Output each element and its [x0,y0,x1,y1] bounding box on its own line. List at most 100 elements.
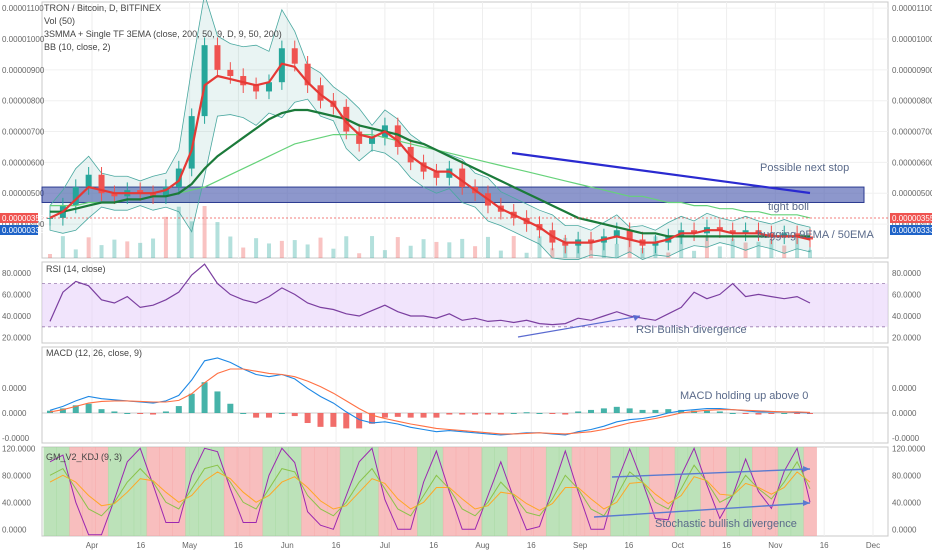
candle-body [304,63,311,86]
price-y-tick-label-left: 0.00001100 [2,4,44,13]
volume-bar [795,237,800,258]
volume-bar [395,237,400,258]
candle-body [214,45,221,70]
candle-body [691,230,698,234]
kdj-j-line [49,446,811,536]
volume-bar [782,245,787,258]
kdj-y-tick-label: 0.0000 [892,525,917,534]
ma-price-tag-right-bg [890,225,932,235]
kdj-background-band [404,447,418,536]
signal-line [49,368,811,435]
candle-body [588,239,595,243]
volume-bar [756,241,761,258]
price-y-tick-label-left: 0.00000700 [2,128,45,137]
price-y-tick-label: 0.00000700 [892,128,932,137]
volume-bar [537,236,542,258]
x-tick-label: Apr [86,541,99,550]
volume-bar [408,245,413,258]
kdj-background-band [288,447,302,536]
rsi-label: RSI (14, close) [46,264,106,274]
macd-histogram-bar [98,409,105,413]
volume-bar [279,240,284,258]
kdj-y-tick-label: 40.0000 [892,498,921,507]
volume-bar [305,244,310,258]
price-y-tick-label: 0.00000600 [892,158,932,167]
candle-body [111,193,118,197]
candle-body [459,168,466,188]
kdj-background-band [430,447,444,536]
x-tick-label: 16 [429,541,438,550]
volume-bar [498,250,503,258]
volume-bar [125,241,130,258]
candle-body [729,230,736,234]
volume-bar [60,236,65,258]
macd-histogram-bar [652,409,659,413]
candle-body [446,168,453,178]
annotation-stoch-divergence: Stochastic bullish divergence [655,518,797,530]
kdj-background-band [558,447,573,536]
kdj-background-band [636,447,650,536]
rsi-divergence-arrowhead [633,315,640,321]
volume-bar [318,237,323,258]
kdj-background-band [275,447,289,536]
candle-body [188,116,195,169]
rsi-y-tick-label: 20.0000 [892,334,921,343]
volume-bar [524,252,529,258]
macd-histogram-bar [381,413,388,418]
price-pane[interactable]: 0.00000400 0.00000400 0.00000500 0.00000500… [2,0,932,260]
volume-bar [666,252,671,258]
candle-body [240,76,247,86]
kdj-background-band [107,447,122,536]
kdj-background-band [507,447,521,536]
kdj-background-band [249,447,264,536]
rsi-y-tick-label-left: 40.0000 [2,312,31,321]
kdj-background-band [185,447,199,536]
macd-histogram-bar [716,411,723,413]
macd-histogram-bar [124,413,131,414]
macd-histogram-bar [510,413,517,414]
macd-histogram-bar [356,413,363,429]
x-tick-label: 16 [332,541,341,550]
volume-bar [331,248,336,258]
x-tick-label: 16 [136,541,145,550]
x-tick-label: Nov [768,541,782,550]
candle-body [162,187,169,197]
macd-pane[interactable]: -0.0000 -0.0000 0.0000 0.0000 0.0000 0.0000 [2,357,920,443]
volume-bar [485,236,490,258]
kdj-background-band [43,447,57,536]
candle-body [265,82,272,92]
macd-histogram-bar [729,413,736,414]
price-y-tick-label-left: 0.00000900 [2,66,45,75]
kdj-pane[interactable]: 0.0000 0.0000 40.0000 40.0000 80.0000 80.0000… [2,444,926,536]
volume-bar [730,238,735,258]
candle-body [768,233,775,237]
volume-bar [717,246,722,258]
price-y-tick-label-left: 0.00000600 [2,158,45,167]
x-tick-label: 16 [722,541,731,550]
candle-body [781,233,788,237]
macd-histogram-bar [253,413,260,418]
macd-histogram-bar [703,410,710,413]
macd-histogram-bar [613,406,620,413]
volume-bar [228,236,233,258]
macd-histogram-bar [175,406,182,413]
macd-y-tick-label: 0.0000 [892,409,917,418]
candle-body [72,187,79,206]
rsi-pane[interactable]: 20.0000 20.0000 40.0000 40.0000 60.0000 60.00… [2,263,921,343]
macd-histogram-bar [665,409,672,413]
candle-body [47,217,53,219]
kdj-background-band [223,447,238,536]
kdj-background-band [301,447,315,536]
volume-bar [344,236,349,258]
macd-histogram-bar [794,413,801,414]
volume-bar [254,238,259,258]
macd-histogram-bar [343,413,350,429]
kdj-background-band [726,447,740,536]
stoch-lower-arrowhead [803,500,810,506]
volume-bar [679,236,684,258]
candle-body [742,230,749,234]
kdj-background-band [713,447,727,536]
macd-histogram-bar [278,413,285,414]
macd-histogram-bar [742,413,749,414]
